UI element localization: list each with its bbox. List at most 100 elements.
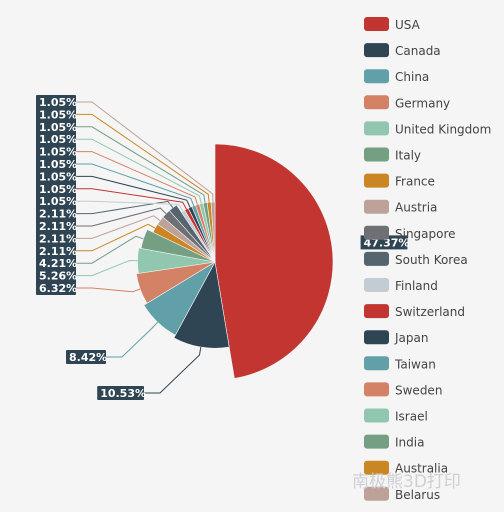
- data-label-box: [36, 181, 76, 196]
- data-label-box: [36, 132, 76, 147]
- legend-label: Finland: [395, 279, 438, 293]
- leader-line: [76, 215, 161, 239]
- legend-item-japan[interactable]: Japan: [364, 330, 428, 345]
- legend-item-united-kingdom[interactable]: United Kingdom: [364, 121, 491, 136]
- data-label: 8.42%: [69, 351, 107, 364]
- legend-swatch: [364, 408, 389, 423]
- data-label-box: [36, 194, 76, 209]
- legend-label: United Kingdom: [395, 122, 491, 136]
- data-label-box: [66, 350, 106, 364]
- leader-line: [76, 138, 202, 204]
- pie-slice-canada[interactable]: [173, 261, 230, 349]
- legend-item-france[interactable]: France: [364, 173, 435, 189]
- data-label: 6.32%: [39, 282, 77, 295]
- legend-swatch: [364, 43, 389, 58]
- leader-line: [76, 207, 167, 227]
- legend-item-switzerland[interactable]: Switzerland: [364, 304, 465, 319]
- legend-item-germany[interactable]: Germany: [364, 95, 450, 110]
- leader-line: [76, 175, 191, 208]
- legend-swatch: [364, 434, 389, 449]
- pie-slice-united-kingdom[interactable]: [137, 247, 216, 274]
- legend-item-taiwan[interactable]: Taiwan: [364, 356, 436, 371]
- legend-label: USA: [395, 18, 421, 32]
- legend-label: Singapore: [395, 227, 456, 241]
- data-label: 2.11%: [39, 220, 77, 233]
- legend-item-india[interactable]: India: [364, 434, 424, 450]
- legend-label: Sweden: [395, 383, 442, 397]
- leader-line: [76, 223, 156, 252]
- pie-slice-belarus[interactable]: [210, 201, 216, 263]
- legend-swatch: [364, 278, 389, 292]
- leader-line: [76, 200, 184, 212]
- legend-swatch: [364, 330, 389, 345]
- data-label-box: [36, 256, 76, 271]
- legend-label: Japan: [394, 331, 428, 345]
- legend-item-australia[interactable]: Australia: [364, 460, 448, 476]
- data-label-box: [97, 386, 144, 400]
- legend-swatch: [364, 460, 389, 475]
- data-label: 10.53%: [100, 387, 146, 400]
- legend-item-canada[interactable]: Canada: [364, 43, 441, 58]
- leader-line: [76, 287, 141, 293]
- data-label-box: [36, 206, 76, 221]
- legend-label: India: [395, 436, 424, 450]
- legend-item-finland[interactable]: Finland: [364, 278, 438, 293]
- data-label: 2.11%: [39, 232, 77, 245]
- data-label: 4.21%: [39, 257, 77, 270]
- legend-swatch: [364, 147, 389, 162]
- legend[interactable]: USA Canada China Germany United Kingdom Italy…: [364, 17, 491, 502]
- watermark: 南极熊3D打印: [352, 472, 461, 492]
- leader-line: [76, 101, 214, 203]
- legend-swatch: [364, 486, 389, 501]
- data-label-box: [36, 119, 76, 134]
- legend-swatch: [364, 95, 389, 110]
- data-label: 2.11%: [39, 245, 77, 258]
- legend-item-israel[interactable]: Israel: [364, 408, 428, 424]
- legend-item-belarus[interactable]: Belarus: [364, 486, 440, 502]
- data-label-box: [36, 107, 76, 122]
- legend-label: Germany: [395, 96, 450, 110]
- legend-item-usa[interactable]: USA: [364, 17, 421, 32]
- legend-item-sweden[interactable]: Sweden: [364, 382, 442, 397]
- legend-swatch: [364, 356, 389, 371]
- leader-line: [76, 259, 138, 277]
- pie-slice-italy[interactable]: [140, 229, 216, 263]
- legend-label: France: [395, 175, 435, 189]
- legend-label: China: [395, 70, 429, 84]
- data-label-box: [36, 144, 76, 159]
- pie-slices: [135, 143, 334, 379]
- data-label-box: [36, 281, 76, 295]
- legend-label: Belarus: [395, 488, 440, 502]
- legend-label: Austria: [395, 201, 437, 215]
- legend-swatch: [364, 225, 389, 240]
- legend-swatch: [364, 382, 389, 397]
- data-label-box: [36, 169, 76, 184]
- legend-item-italy[interactable]: Italy: [364, 147, 421, 163]
- legend-item-austria[interactable]: Austria: [364, 199, 437, 215]
- legend-item-singapore[interactable]: Singapore: [364, 225, 456, 241]
- leader-line: [76, 113, 210, 203]
- pie-slice-usa[interactable]: [214, 143, 334, 379]
- data-label-box: [36, 268, 76, 283]
- data-labels: 47.37%10.53%8.42%6.32%5.26%4.21%2.11%2.1…: [36, 95, 409, 400]
- data-label: 1.05%: [39, 158, 77, 171]
- legend-item-south-korea[interactable]: South Korea: [364, 251, 468, 267]
- data-label: 1.05%: [39, 108, 77, 121]
- leader-line: [76, 235, 144, 264]
- data-label: 1.05%: [39, 133, 77, 146]
- legend-swatch: [364, 17, 389, 31]
- legend-swatch: [364, 251, 389, 266]
- pie-slice-germany[interactable]: [135, 261, 216, 304]
- legend-swatch: [364, 199, 389, 214]
- legend-swatch: [364, 304, 389, 319]
- legend-item-china[interactable]: China: [364, 69, 429, 84]
- leader-line: [76, 151, 198, 205]
- legend-label: Canada: [395, 44, 441, 58]
- leader-line: [76, 126, 206, 203]
- legend-swatch: [364, 173, 389, 188]
- legend-swatch: [364, 69, 389, 84]
- legend-label: South Korea: [395, 253, 468, 267]
- data-label: 5.26%: [39, 270, 77, 283]
- legend-label: Switzerland: [395, 305, 465, 319]
